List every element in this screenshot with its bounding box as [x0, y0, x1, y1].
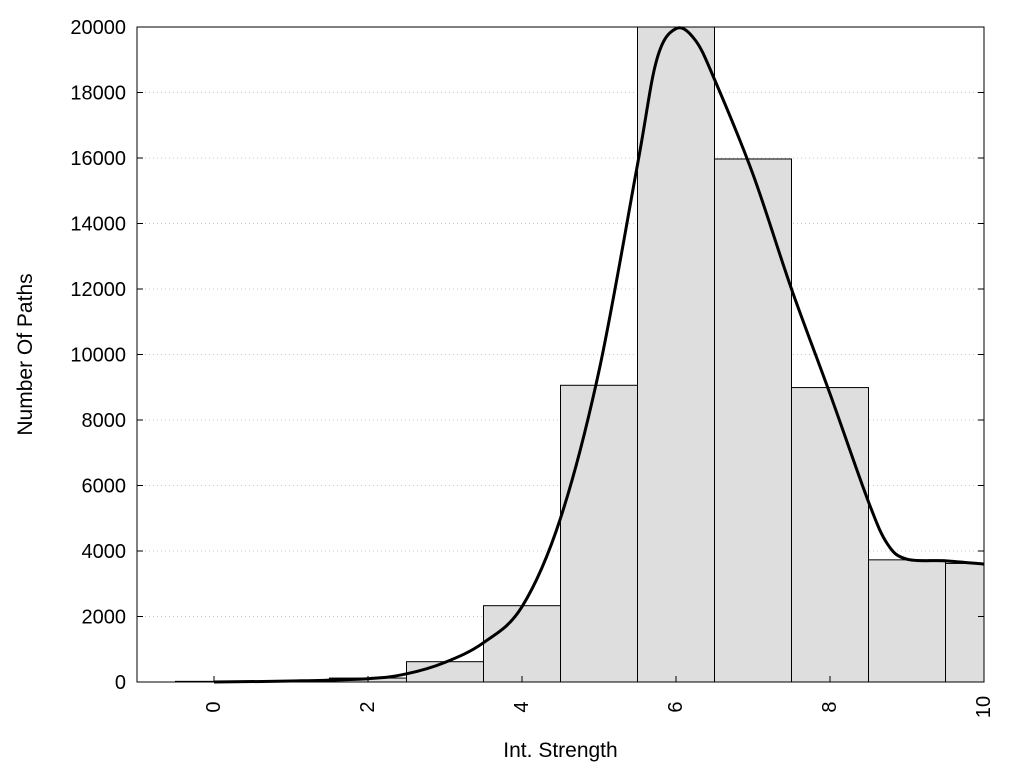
density-curve-line	[213, 26, 985, 684]
y-tick-label: 8000	[82, 410, 127, 432]
y-tick-label: 4000	[82, 541, 127, 563]
y-tick-label: 6000	[82, 476, 127, 498]
x-tick-label: 10	[973, 696, 995, 718]
x-tick-label: 6	[665, 701, 687, 712]
x-tick-label: 4	[511, 701, 533, 712]
bars	[175, 26, 985, 683]
histogram-bar	[868, 559, 946, 683]
histogram-bar	[945, 562, 985, 683]
x-tick-label: 2	[357, 701, 379, 712]
histogram-bar	[714, 158, 792, 683]
y-tick-label: 12000	[70, 279, 126, 301]
histogram-bar	[560, 384, 638, 683]
y-axis-title: Number Of Paths	[14, 273, 37, 435]
y-tick-label: 18000	[70, 83, 126, 105]
density-curve	[213, 26, 985, 684]
x-tick-label: 8	[819, 701, 841, 712]
x-axis-title: Int. Strength	[503, 739, 617, 762]
histogram-bar	[637, 26, 715, 683]
histogram-bar	[791, 387, 869, 683]
axis-ticks: 0 2000 4000 6000 8000 10000 12000 14000 16000 180…	[70, 17, 995, 718]
y-tick-label: 14000	[70, 214, 126, 236]
y-tick-label: 20000	[70, 17, 126, 39]
histogram-bar	[483, 605, 561, 683]
y-tick-label: 16000	[70, 148, 126, 170]
y-tick-label: 2000	[82, 607, 127, 629]
y-tick-label: 0	[115, 672, 126, 694]
y-tick-label: 10000	[70, 345, 126, 367]
x-tick-label: 0	[203, 701, 225, 712]
